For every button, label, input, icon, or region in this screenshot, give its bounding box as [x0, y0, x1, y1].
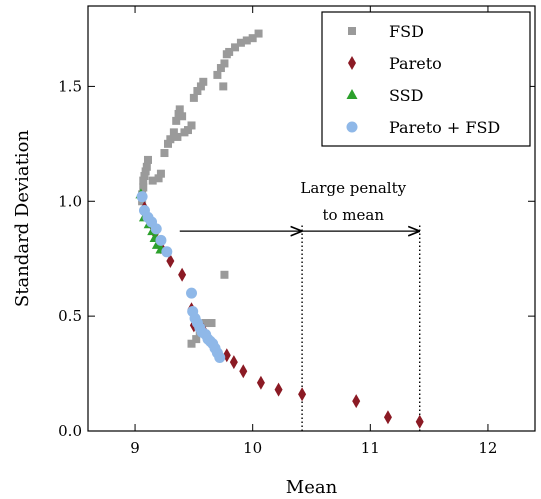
y-tick-label: 0.5 [58, 307, 82, 325]
data-point [141, 167, 150, 176]
data-point [242, 36, 251, 45]
data-point [139, 176, 148, 185]
data-point [175, 105, 184, 114]
data-point [140, 172, 149, 180]
data-point [248, 34, 257, 43]
series-fsd [138, 29, 263, 348]
data-point [163, 139, 172, 148]
data-point [178, 112, 187, 121]
data-point [150, 223, 162, 235]
data-point [196, 82, 205, 91]
data-points [135, 29, 424, 429]
data-point [142, 162, 151, 171]
data-point [169, 128, 178, 137]
y-tick-label: 0.0 [58, 422, 82, 440]
data-point [383, 410, 392, 425]
data-point [231, 43, 240, 52]
data-point [216, 64, 225, 73]
legend-marker [348, 27, 356, 35]
data-point [229, 355, 238, 370]
plot-frame [87, 5, 536, 432]
data-point [143, 155, 152, 164]
data-point [166, 254, 175, 268]
data-point [213, 70, 222, 79]
data-point [207, 319, 216, 328]
axis-ticks [88, 6, 535, 432]
data-point [186, 287, 198, 299]
annotation-line-1: Large penalty [300, 179, 406, 197]
x-axis-title: Mean [286, 477, 338, 498]
data-point [220, 270, 229, 279]
data-point [173, 132, 182, 141]
data-point [139, 183, 148, 192]
y-tick-label: 1.0 [58, 192, 82, 210]
legend-marker [346, 89, 358, 99]
penalty-annotation: Large penalty to mean [179, 179, 421, 431]
data-point [219, 82, 228, 91]
data-point [155, 234, 167, 246]
data-point [154, 174, 163, 183]
data-point [183, 126, 192, 135]
legend: FSD Pareto SSD Pareto + FSD [321, 11, 531, 147]
data-point [172, 116, 181, 125]
y-axis-title: Standard Deviation [12, 130, 33, 308]
data-point [415, 414, 424, 429]
data-point [298, 387, 307, 402]
data-point [136, 191, 148, 203]
legend-box [321, 11, 531, 147]
data-point [236, 38, 245, 47]
legend-label: FSD [389, 22, 424, 41]
data-point [201, 319, 210, 328]
data-point [254, 29, 263, 38]
x-tick-label: 12 [478, 439, 497, 457]
axis-tick-labels: 9 10 11 12 0.0 0.5 1.0 1.5 [58, 77, 497, 457]
data-point [256, 375, 265, 390]
legend-label: SSD [389, 86, 423, 105]
y-tick-label: 1.5 [58, 77, 82, 95]
data-point [189, 93, 198, 102]
data-point [156, 169, 165, 178]
data-point [148, 176, 157, 185]
x-tick-label: 10 [243, 439, 262, 457]
data-point [274, 382, 283, 397]
legend-marker [346, 121, 358, 133]
data-point [220, 59, 229, 68]
legend-label: Pareto [389, 54, 442, 73]
legend-marker [348, 56, 356, 70]
series-pareto-fsd [136, 191, 226, 363]
data-point [239, 364, 248, 379]
data-point [187, 121, 196, 130]
x-tick-label: 11 [361, 439, 380, 457]
data-point [225, 47, 234, 56]
data-point [187, 339, 196, 348]
data-point [199, 77, 208, 86]
data-point [166, 135, 175, 144]
data-point [160, 149, 169, 158]
series-pareto [140, 201, 424, 429]
data-point [214, 351, 226, 363]
data-point [178, 267, 187, 282]
legend-label: Pareto + FSD [389, 118, 500, 137]
data-point [192, 335, 201, 344]
data-point [352, 394, 361, 409]
data-point [161, 246, 173, 258]
data-point [193, 87, 202, 95]
x-tick-label: 9 [130, 439, 140, 457]
annotation-line-2: to mean [322, 206, 384, 224]
